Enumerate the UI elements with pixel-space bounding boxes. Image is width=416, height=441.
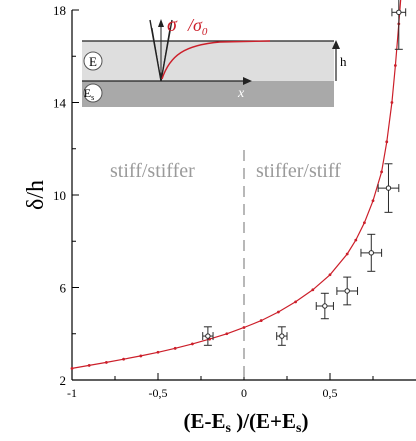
region-label-stiffer-stiff: stiffer/stiff [256, 160, 341, 182]
curve-point [242, 326, 246, 329]
curve-point [393, 64, 397, 67]
inset-crack-arrow-head [158, 19, 164, 27]
ticks [71, 9, 374, 381]
data-point [336, 276, 359, 306]
inset-crack-right-line [160, 27, 171, 82]
curve-point [70, 367, 74, 370]
x-tick-label: -0,5 [149, 386, 168, 400]
curve-point [380, 170, 383, 174]
curve-point [191, 342, 194, 346]
curve-point [122, 357, 125, 361]
data-point [377, 163, 400, 213]
data-marker [344, 288, 350, 294]
curve-point [294, 300, 297, 304]
y-tick-label: 18 [53, 3, 66, 18]
inset-sigma-label: σ [167, 14, 178, 36]
curve-point [105, 361, 108, 364]
curve-point [354, 238, 358, 242]
x-tick-label: 0,5 [323, 386, 338, 400]
y-tick-label: 6 [60, 281, 67, 296]
data-marker [368, 250, 374, 256]
y-tick-label: 10 [53, 188, 66, 203]
inset-h-label: h [340, 54, 347, 69]
curve-point [156, 350, 160, 354]
data-point [276, 326, 288, 346]
x-tick-label: 0 [241, 386, 247, 400]
inset-x-label: x [237, 86, 245, 101]
data-point [391, 0, 407, 50]
curve-point [311, 288, 315, 292]
inset-layer-bottom [82, 81, 334, 107]
y-axis-label: δ/h [23, 180, 49, 210]
inset-layer-top [82, 41, 334, 81]
inset-x-arrow-head [243, 77, 252, 85]
inset-layer-top-label: E [89, 54, 97, 69]
inset-layer-bottom-badge [83, 83, 103, 103]
curve-point [345, 252, 349, 256]
curve-point [371, 199, 375, 203]
model-curve [71, 0, 402, 369]
y-tick-label: 2 [60, 373, 67, 388]
data-point [315, 292, 334, 320]
data-marker [205, 333, 211, 339]
curve-point [277, 310, 280, 314]
curve-markers [70, 22, 401, 370]
data-point [202, 326, 214, 346]
inset-h-arrow-head [332, 40, 340, 49]
x-tick-label: -1 [67, 386, 77, 400]
curve-point [259, 319, 263, 322]
curve-point [87, 364, 91, 367]
inset-diagram: x h σ /σ0 E Es [82, 14, 347, 107]
inset-crack-left-line [151, 27, 162, 82]
x-axis-label: (E-Es )/(E+Es) [184, 409, 309, 436]
inset-layer-top-badge [83, 51, 103, 71]
inset-layer-bottom-label: Es [84, 86, 94, 102]
data-points [202, 0, 407, 346]
data-marker [322, 303, 328, 309]
curve-point [328, 273, 332, 277]
inset-sigma0-label: /σ0 [187, 15, 208, 38]
region-label-stiff-stiffer: stiff/stiffer [110, 160, 195, 182]
inset-stress-curve [161, 40, 271, 80]
curve-point [139, 354, 143, 358]
data-marker [385, 185, 392, 191]
data-marker [279, 333, 285, 339]
curve-point [390, 101, 394, 104]
curve-point [225, 332, 229, 336]
curve-point [363, 221, 366, 225]
data-point [360, 233, 383, 272]
tick-labels: -1 -0,5 0 0,5 2 6 10 14 18 [53, 3, 338, 400]
y-tick-label: 14 [53, 96, 67, 111]
curve-point [173, 346, 177, 350]
data-marker [396, 9, 402, 16]
curve-point [385, 140, 389, 144]
